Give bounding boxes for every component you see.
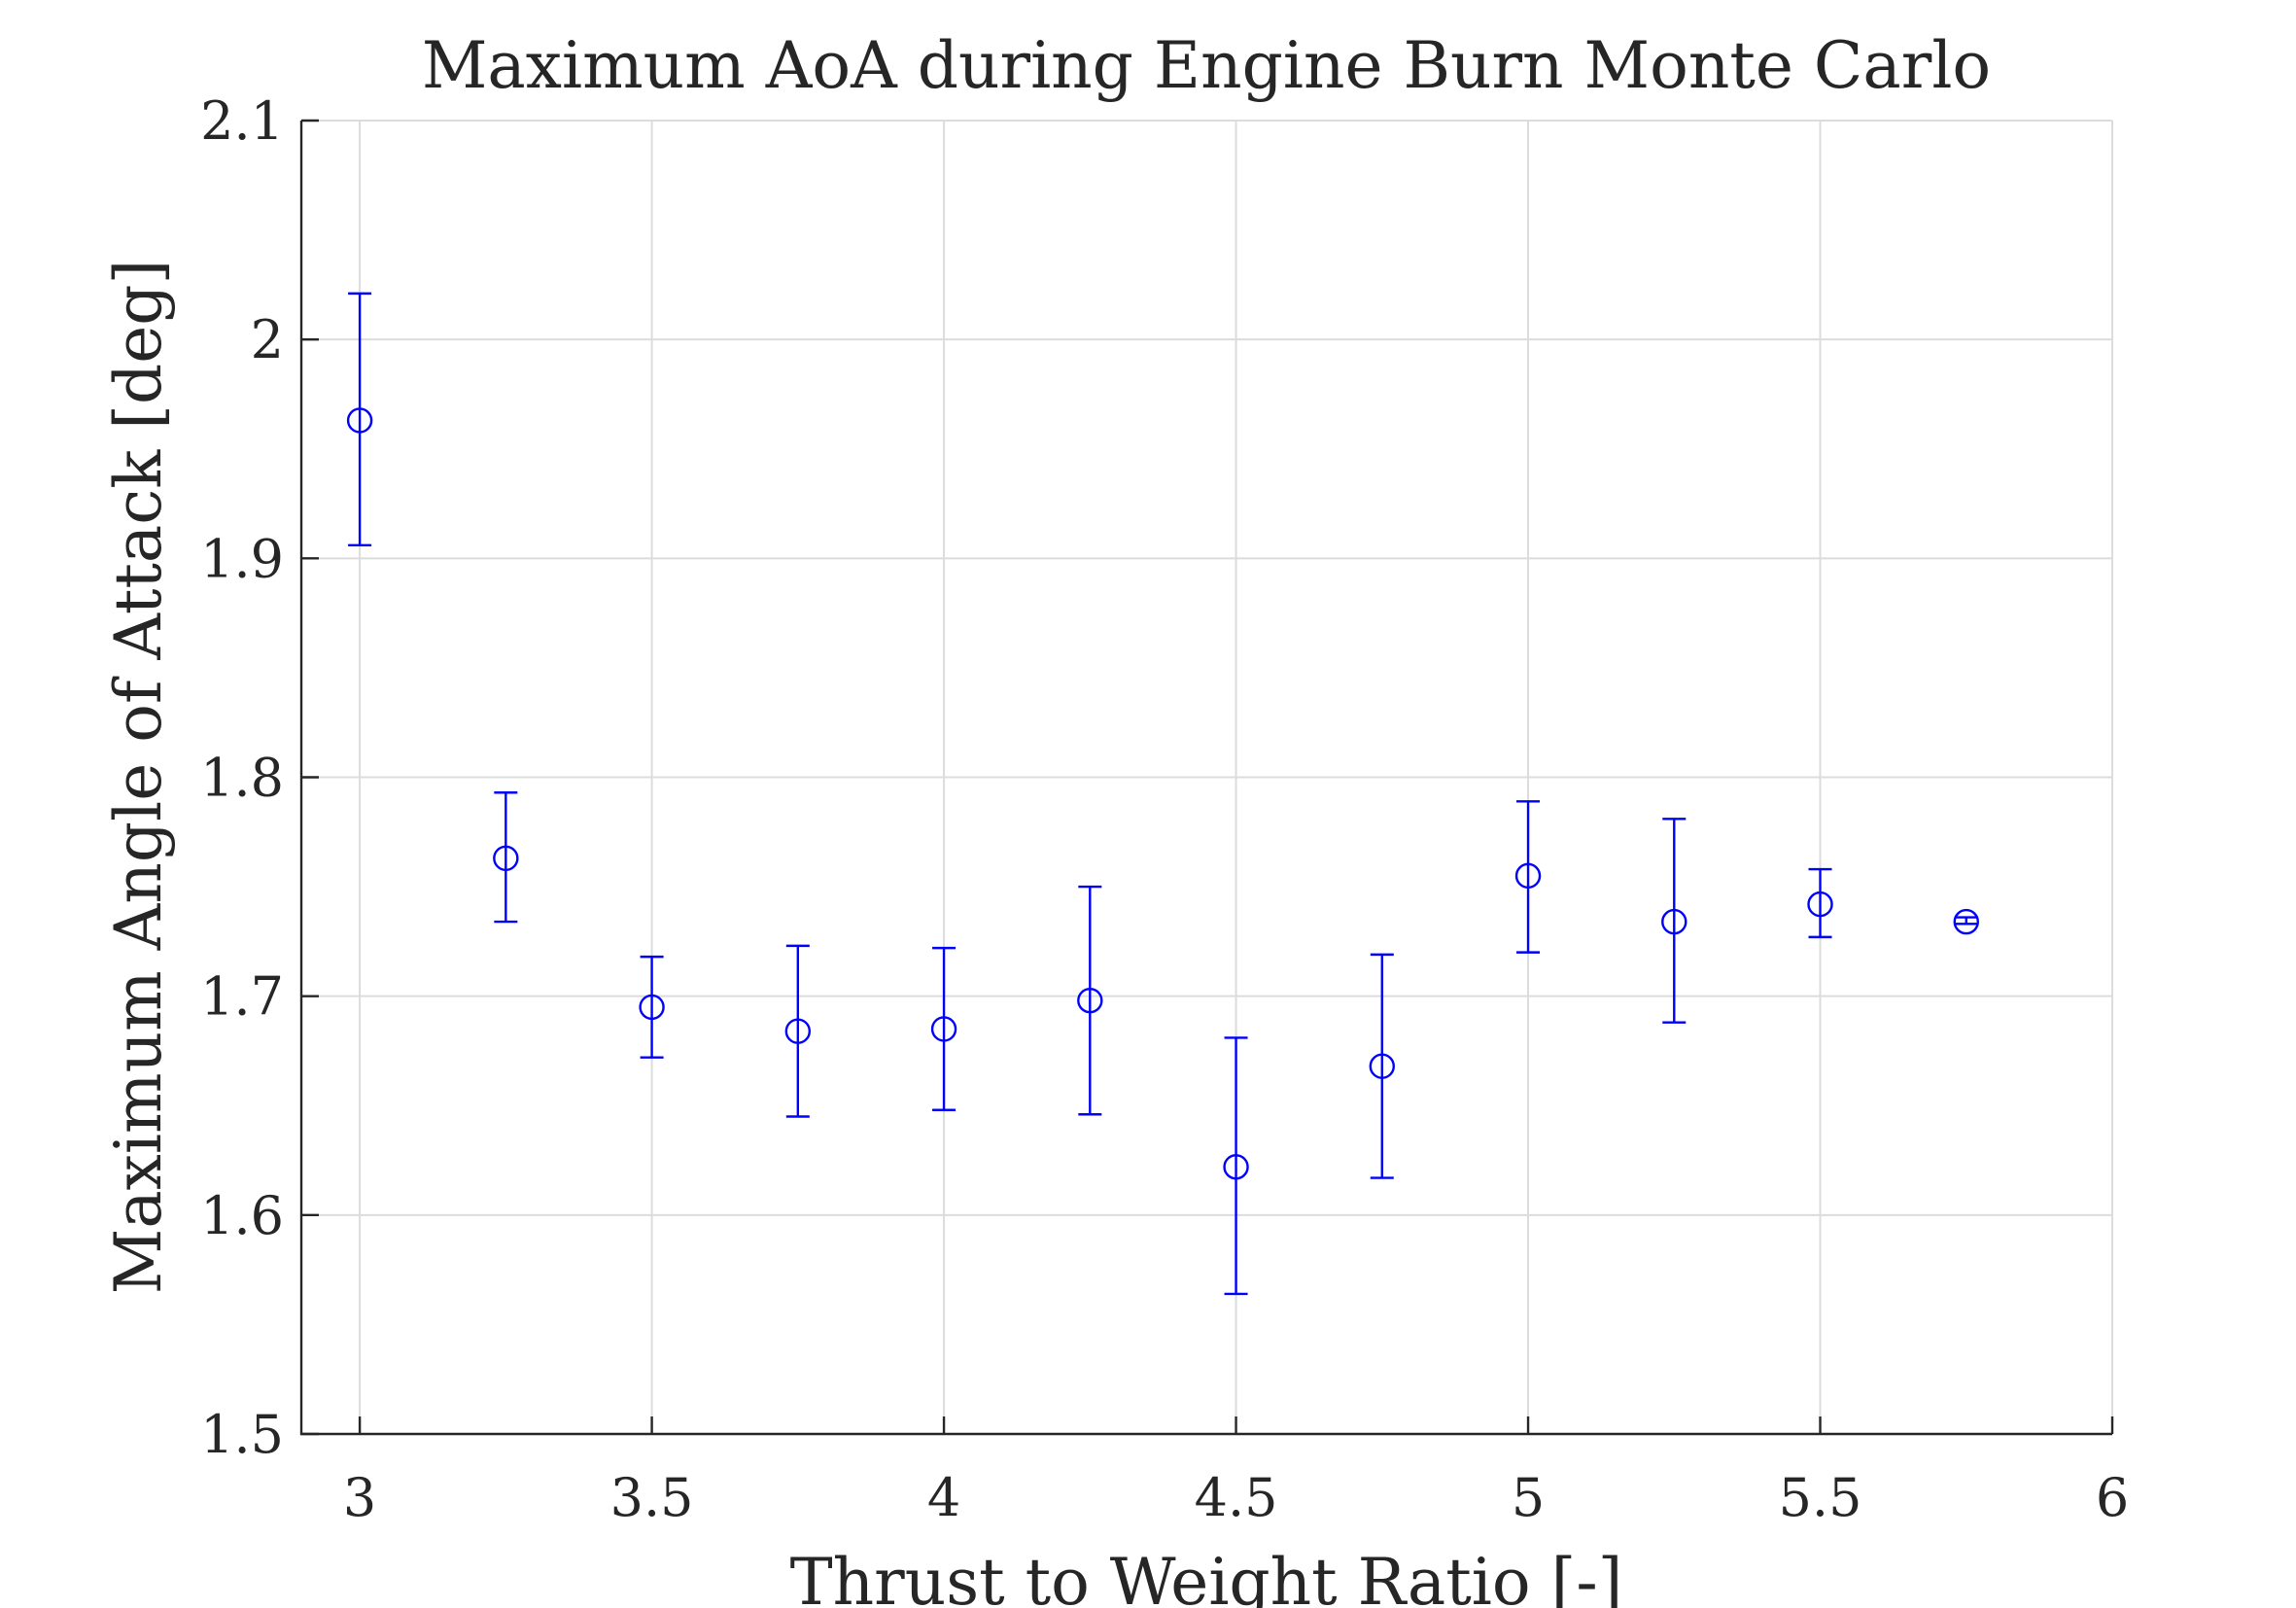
y-tick-label: 1.9 xyxy=(200,528,284,589)
y-tick-label: 2.1 xyxy=(200,90,284,152)
y-tick-label: 2 xyxy=(251,309,284,370)
data-point xyxy=(784,944,812,1118)
data-point xyxy=(1369,953,1395,1179)
data-point xyxy=(1077,885,1103,1116)
data-marker xyxy=(1953,908,1979,935)
y-tick-label: 1.7 xyxy=(200,966,284,1028)
data-marker xyxy=(1077,987,1103,1014)
y-tick-label: 1.8 xyxy=(200,748,284,809)
y-tick-label: 1.6 xyxy=(200,1185,284,1246)
x-axis-label: Thrust to Weight Ratio [-] xyxy=(790,1545,1623,1608)
data-marker xyxy=(930,1016,957,1042)
x-tick-label: 5 xyxy=(1512,1467,1545,1528)
data-marker xyxy=(493,845,519,872)
x-tick-label: 5.5 xyxy=(1779,1467,1862,1528)
data-marker xyxy=(784,1018,812,1044)
data-point xyxy=(1661,818,1687,1024)
data-point xyxy=(1953,908,1979,935)
data-point xyxy=(930,946,957,1111)
data-point xyxy=(1514,800,1542,954)
data-marker xyxy=(1661,908,1687,935)
data-marker xyxy=(1369,1053,1395,1079)
y-tick-label: 1.5 xyxy=(200,1404,284,1465)
data-series xyxy=(346,292,1979,1296)
data-point xyxy=(1223,1036,1249,1296)
chart-title: Maximum AoA during Engine Burn Monte Car… xyxy=(422,28,1991,103)
x-ticks: 3 3.5 4 4.5 5 5.5 6 xyxy=(343,1416,2129,1528)
data-point xyxy=(346,292,373,547)
data-marker xyxy=(1223,1154,1249,1180)
x-tick-label: 3.5 xyxy=(610,1467,694,1528)
x-tick-label: 3 xyxy=(343,1467,376,1528)
x-tick-label: 4.5 xyxy=(1195,1467,1278,1528)
y-axis-label: Maximum Angle of Attack [deg] xyxy=(101,260,176,1295)
data-point xyxy=(1807,867,1833,939)
data-marker xyxy=(639,994,665,1021)
y-ticks: 1.5 1.6 1.7 1.8 1.9 2 2.1 xyxy=(200,90,319,1465)
data-marker xyxy=(346,407,373,434)
data-marker xyxy=(1807,891,1833,918)
data-point xyxy=(639,955,665,1059)
data-marker xyxy=(1514,862,1542,890)
x-tick-label: 4 xyxy=(927,1467,960,1528)
x-tick-label: 6 xyxy=(2096,1467,2129,1528)
data-point xyxy=(493,791,519,924)
